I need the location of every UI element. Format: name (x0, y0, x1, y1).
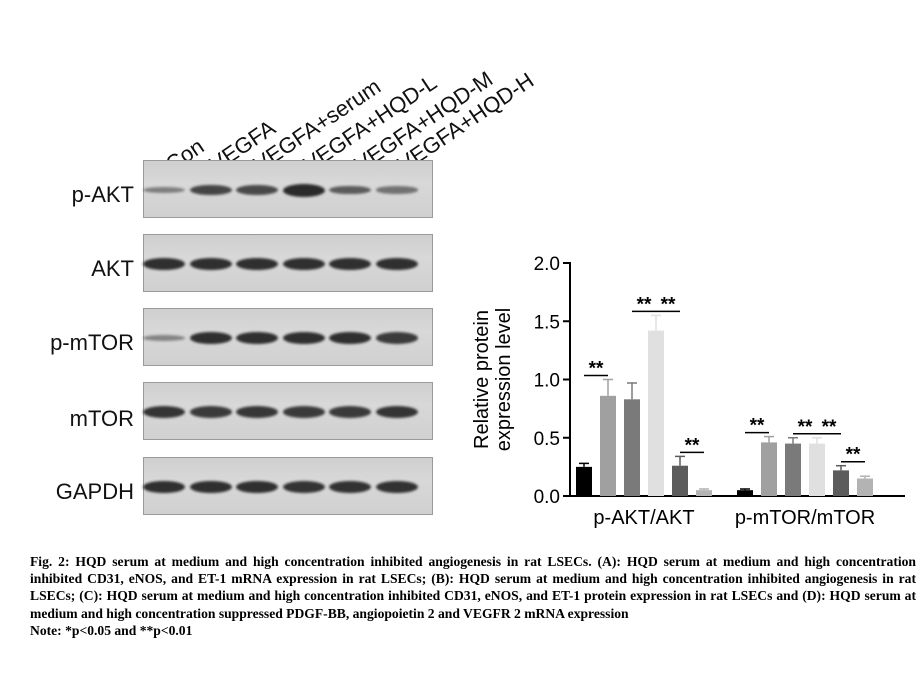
y-tick-label: 1.0 (534, 371, 560, 392)
blot-band (190, 257, 232, 271)
y-tick-label: 0.5 (534, 429, 560, 450)
blot-band (283, 480, 325, 494)
blot-band (329, 185, 371, 195)
blot-band (283, 183, 325, 197)
blot-band (236, 406, 278, 418)
bar (576, 466, 592, 496)
blot-label-gapdh: GAPDH (55, 479, 134, 504)
significance-label: ** (685, 435, 700, 456)
blot-band (143, 257, 185, 271)
blot-band (190, 480, 232, 494)
y-axis-label: expression level (493, 308, 515, 451)
figure-caption: Fig. 2: HQD serum at medium and high con… (30, 553, 916, 639)
bar (785, 443, 801, 496)
blot-band (236, 184, 278, 196)
y-tick-label: 2.0 (534, 254, 560, 275)
blot-p-mtor (143, 308, 433, 366)
blot-band (329, 257, 371, 271)
significance-label: ** (661, 294, 676, 315)
blot-mtor (143, 382, 433, 440)
blot-label-mtor: mTOR (69, 406, 134, 431)
blot-akt (143, 234, 433, 292)
bar (624, 399, 640, 496)
significance-label: ** (798, 417, 813, 438)
bar (696, 490, 712, 496)
significance-label: ** (589, 359, 604, 380)
bar-chart: 0.0 0.5 1.0 1.5 2.0 Relative protein expressio… (471, 254, 905, 529)
caption-note: Note: *p<0.05 and **p<0.01 (30, 622, 193, 638)
bar (833, 470, 849, 496)
blot-band (143, 186, 185, 194)
blot-band (376, 405, 418, 419)
y-axis-label: Relative protein (471, 310, 493, 449)
blot-p-akt (143, 160, 433, 218)
blot-band (376, 186, 418, 194)
blot-band (236, 480, 278, 494)
bar (737, 490, 753, 496)
blot-band (190, 184, 232, 196)
significance-label: ** (846, 445, 861, 466)
blot-band (329, 331, 371, 345)
blot-band (376, 480, 418, 494)
blot-band (283, 406, 325, 418)
blot-band (236, 331, 278, 345)
blot-band (143, 480, 185, 494)
bar (809, 443, 825, 496)
bar (672, 465, 688, 496)
blot-band (329, 480, 371, 494)
bar (648, 330, 664, 496)
significance-label: ** (637, 294, 652, 315)
blot-band (190, 331, 232, 345)
blot-label-p-akt: p-AKT (71, 182, 134, 207)
blot-band (329, 406, 371, 418)
caption-text: Fig. 2: HQD serum at medium and high con… (30, 554, 916, 621)
x-category-label: p-mTOR/mTOR (735, 507, 875, 529)
bar (857, 478, 873, 496)
blot-band (143, 335, 185, 341)
x-category-label: p-AKT/AKT (593, 507, 694, 529)
blot-band (283, 257, 325, 271)
blot-band (376, 332, 418, 344)
blot-label-akt: AKT (91, 256, 134, 281)
blot-band (190, 406, 232, 418)
blot-gapdh (143, 457, 433, 515)
blot-band (236, 257, 278, 271)
significance-label: ** (822, 417, 837, 438)
bar (761, 442, 777, 496)
bar (600, 395, 616, 496)
blot-label-p-mtor: p-mTOR (50, 330, 134, 355)
y-tick-label: 0.0 (534, 487, 560, 508)
blot-band (283, 331, 325, 345)
blot-band (376, 257, 418, 271)
blot-band (143, 405, 185, 419)
significance-label: ** (750, 416, 765, 437)
y-tick-label: 1.5 (534, 312, 560, 333)
